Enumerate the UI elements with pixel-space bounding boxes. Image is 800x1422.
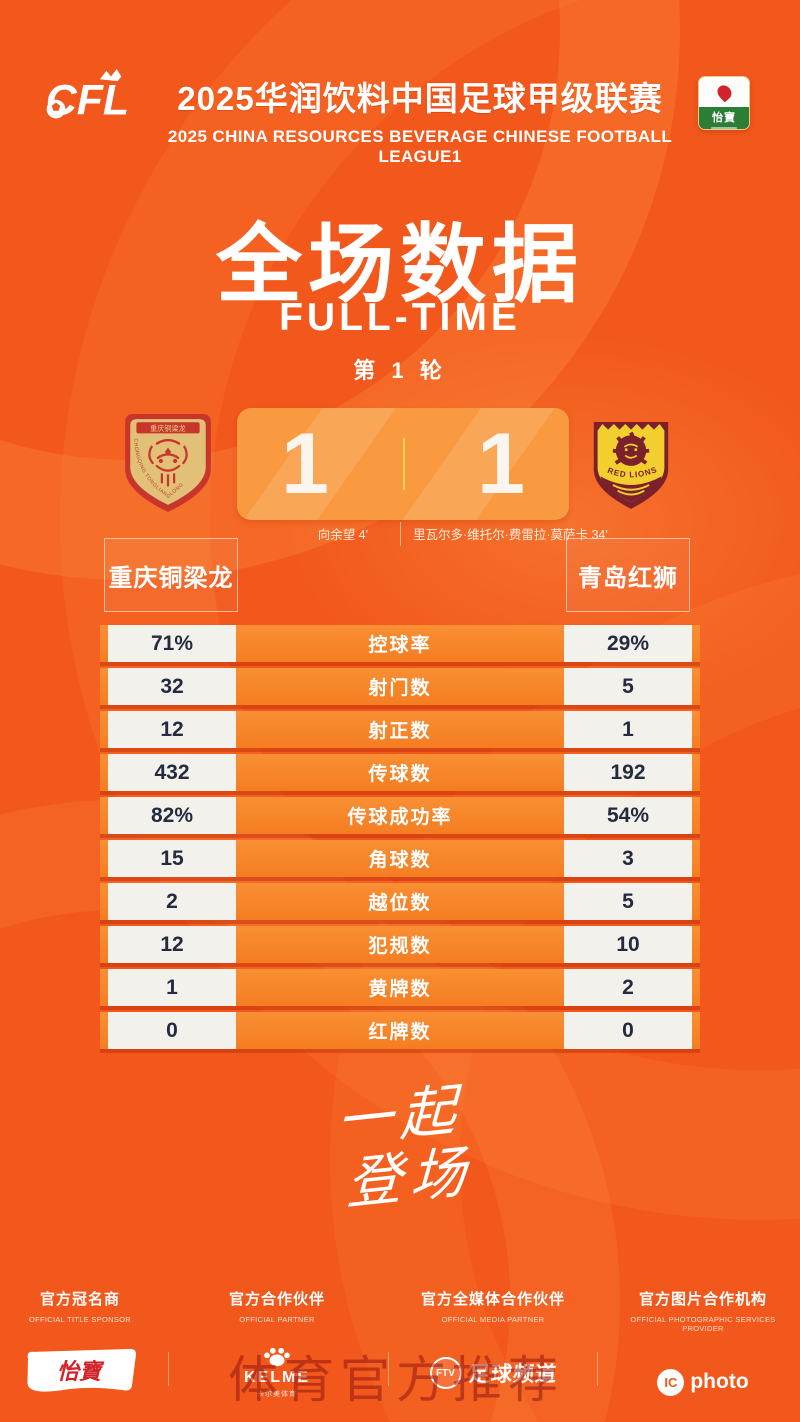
stat-away-value: 29% <box>564 625 692 662</box>
stat-home-value: 71% <box>108 625 236 662</box>
ic-circle-icon: IC <box>657 1368 685 1396</box>
away-scorer: 里瓦尔多·维托尔·费雷拉·莫萨卡 34' <box>413 528 608 542</box>
stat-row-possession: 71% 控球率 29% <box>100 625 700 662</box>
page-title: 全场数据 <box>216 217 584 313</box>
stat-label: 黄牌数 <box>368 979 432 1000</box>
footer-column-title: 官方冠名商 <box>39 1291 120 1308</box>
stat-away-value: 10 <box>564 926 692 963</box>
stat-label: 射正数 <box>368 721 432 742</box>
stat-row-corners: 15 角球数 3 <box>100 840 700 877</box>
round-label: 第 1 轮 <box>353 358 447 383</box>
footer-divider <box>388 1352 389 1386</box>
stat-row-passes: 432 传球数 192 <box>100 754 700 791</box>
football-channel-logo: FTV 足球频道 <box>429 1357 558 1389</box>
away-team-crest: RED LIONS <box>590 414 672 519</box>
stat-label: 传球成功率 <box>347 807 453 828</box>
stat-away-value: 192 <box>564 754 692 791</box>
stat-label: 越位数 <box>368 893 432 914</box>
stat-away-value: 0 <box>564 1012 692 1049</box>
stat-row-red-cards: 0 红牌数 0 <box>100 1012 700 1049</box>
ftv-ball-icon: FTV <box>429 1357 462 1389</box>
home-scorer: 向余望 4' <box>317 528 368 542</box>
football-channel-text: 足球频道 <box>467 1363 558 1386</box>
stat-home-value: 32 <box>108 668 236 705</box>
scorers-row: 向余望 4' 里瓦尔多·维托尔·费雷拉·莫萨卡 34' <box>100 522 700 546</box>
away-score: 1 <box>477 416 525 512</box>
footer-divider <box>168 1352 169 1386</box>
footer-column-subtitle: OFFICIAL PARTNER <box>239 1315 315 1324</box>
sponsor-badge-text: 怡寶 <box>712 112 736 124</box>
campaign-slogan: 一起 登场 <box>0 1077 800 1218</box>
stat-home-value: 432 <box>108 754 236 791</box>
stat-home-value: 82% <box>108 797 236 834</box>
footer-column-photo-provider: 官方图片合作机构 OFFICIAL PHOTOGRAPHIC SERVICES … <box>613 1288 793 1411</box>
kelme-logo-subtext: 卡尔美体育 <box>257 1391 297 1398</box>
crest-banner-text: 重庆铜梁龙 <box>150 424 186 433</box>
footer-column-title: 官方图片合作机构 <box>638 1291 767 1308</box>
score-divider <box>403 438 405 490</box>
away-team-name: 青岛红狮 <box>566 538 690 612</box>
cestbon-logo-text: 怡寶 <box>57 1359 105 1384</box>
stat-home-value: 0 <box>108 1012 236 1049</box>
footer-column-subtitle: OFFICIAL PHOTOGRAPHIC SERVICES PROVIDER <box>630 1315 776 1333</box>
footer-column-title: 官方合作伙伴 <box>228 1291 325 1308</box>
footer-column-partner: 官方合作伙伴 OFFICIAL PARTNER KELME 卡尔美体育 <box>207 1288 347 1402</box>
stat-label: 犯规数 <box>368 936 432 957</box>
page-subtitle: FULL-TIME <box>279 296 521 339</box>
stat-label: 红牌数 <box>368 1022 432 1043</box>
stat-away-value: 2 <box>564 969 692 1006</box>
kelme-paw-icon <box>264 1347 290 1367</box>
stat-home-value: 12 <box>108 926 236 963</box>
stat-away-value: 5 <box>564 668 692 705</box>
footer-column-title: 官方全媒体合作伙伴 <box>420 1291 565 1308</box>
icphoto-logo: IC photo <box>657 1368 749 1396</box>
kelme-logo-text: KELME <box>244 1369 310 1386</box>
home-team-crest: 重庆铜梁龙 CHONGQING TONGLIANG LONG <box>122 412 214 519</box>
stat-away-value: 3 <box>564 840 692 877</box>
league-subtitle: 2025 CHINA RESOURCES BEVERAGE CHINESE FO… <box>167 127 673 166</box>
footer-column-title-sponsor: 官方冠名商 OFFICIAL TITLE SPONSOR 怡寶 <box>14 1288 146 1402</box>
stat-home-value: 12 <box>108 711 236 748</box>
footer-column-subtitle: OFFICIAL TITLE SPONSOR <box>28 1315 132 1324</box>
sponsor-badge: 怡寶 <box>698 76 750 130</box>
home-team-name: 重庆铜梁龙 <box>104 538 238 612</box>
stat-label: 角球数 <box>368 850 432 871</box>
stats-table: 71% 控球率 29% 32 射门数 5 12 射正数 1 432 传球数 19… <box>100 625 700 1055</box>
cestbon-logo: 怡寶 <box>14 1344 146 1402</box>
stat-away-value: 1 <box>564 711 692 748</box>
badge-divider <box>711 127 737 129</box>
scorers-divider <box>400 522 401 546</box>
stat-label: 控球率 <box>368 635 432 656</box>
icphoto-text: photo <box>690 1370 749 1393</box>
stat-home-value: 15 <box>108 840 236 877</box>
footer-column-subtitle: OFFICIAL MEDIA PARTNER <box>441 1315 545 1324</box>
stat-row-shots-on-target: 12 射正数 1 <box>100 711 700 748</box>
stat-home-value: 2 <box>108 883 236 920</box>
stat-away-value: 54% <box>564 797 692 834</box>
league-title: 2025华润饮料中国足球甲级联赛 <box>177 80 663 117</box>
stat-row-fouls: 12 犯规数 10 <box>100 926 700 963</box>
stat-away-value: 5 <box>564 883 692 920</box>
league-logo: CFL <box>42 66 154 133</box>
stat-home-value: 1 <box>108 969 236 1006</box>
stat-label: 射门数 <box>368 678 432 699</box>
scoreboard: 1 1 <box>237 408 569 520</box>
kelme-logo: KELME 卡尔美体育 <box>207 1344 347 1402</box>
cestbon-drop-icon <box>699 77 749 107</box>
stat-row-pass-accuracy: 82% 传球成功率 54% <box>100 797 700 834</box>
stat-label: 传球数 <box>368 764 432 785</box>
home-score: 1 <box>281 416 329 512</box>
footer-divider <box>597 1352 598 1386</box>
stat-row-shots: 32 射门数 5 <box>100 668 700 705</box>
stat-row-yellow-cards: 1 黄牌数 2 <box>100 969 700 1006</box>
cfl-logo-icon: CFL <box>46 69 129 125</box>
stat-row-offsides: 2 越位数 5 <box>100 883 700 920</box>
footer-column-media-partner: 官方全媒体合作伙伴 OFFICIAL MEDIA PARTNER FTV 足球频… <box>413 1288 573 1402</box>
